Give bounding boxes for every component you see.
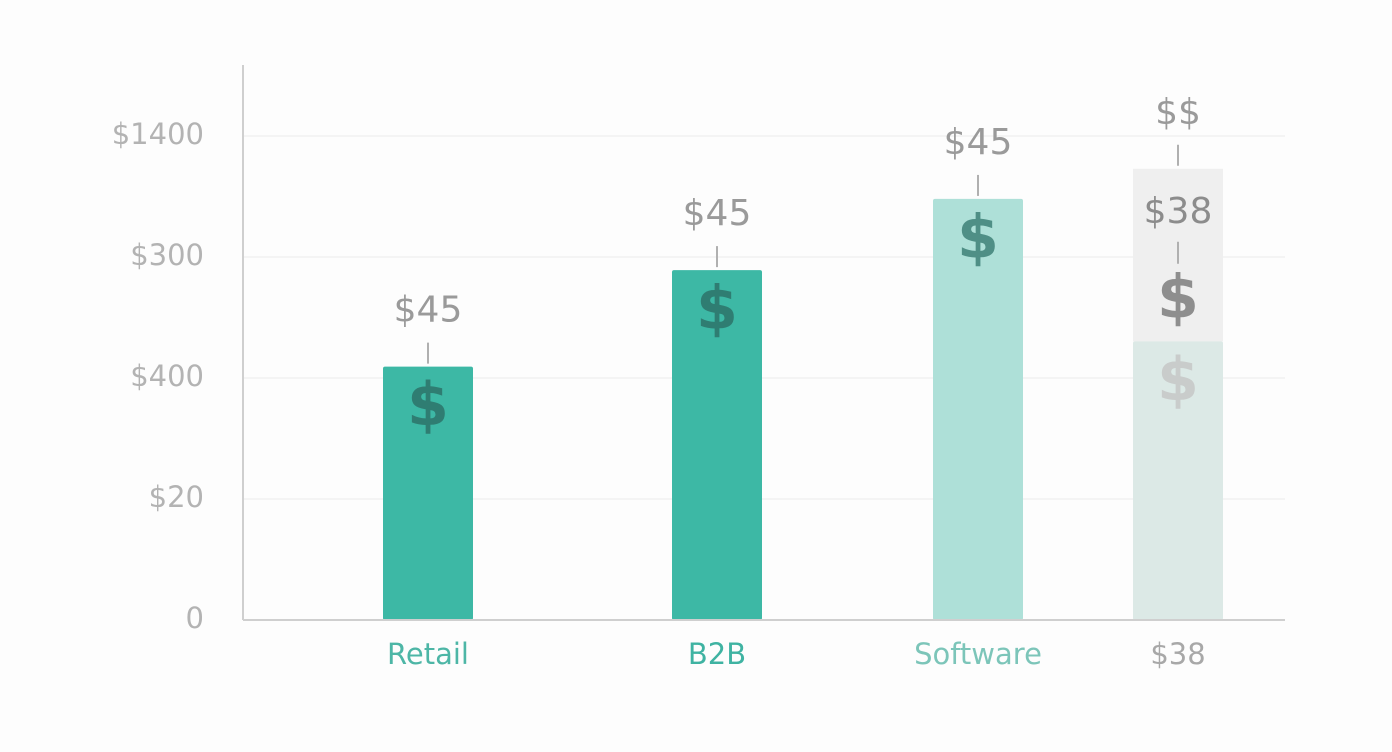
segment-label: $38 [1144, 191, 1213, 232]
y-tick-label: 0 [186, 601, 204, 635]
annotation: $45 [944, 122, 1013, 163]
segment-icon: $ [1157, 262, 1199, 332]
bar-icon: $ [1157, 345, 1199, 415]
y-tick-label: $20 [149, 480, 204, 514]
bar [933, 198, 1023, 620]
annotation: $45 [394, 290, 463, 331]
bar [383, 366, 473, 620]
y-tick-label: $1400 [112, 117, 204, 151]
bar [1133, 341, 1223, 620]
x-tick-label: Retail [387, 637, 469, 671]
bar [672, 270, 762, 620]
annotation: $45 [683, 193, 752, 234]
y-tick-label: $300 [130, 238, 204, 272]
x-tick-label: B2B [688, 637, 746, 671]
y-tick-label: $400 [130, 359, 204, 393]
bar-icon: $ [957, 203, 999, 273]
x-tick-label: $38 [1150, 637, 1205, 671]
annotation: $$ [1155, 92, 1201, 133]
bar-icon: $ [696, 274, 738, 344]
bar-icon: $ [407, 370, 449, 440]
x-tick-label: Software [914, 637, 1042, 671]
